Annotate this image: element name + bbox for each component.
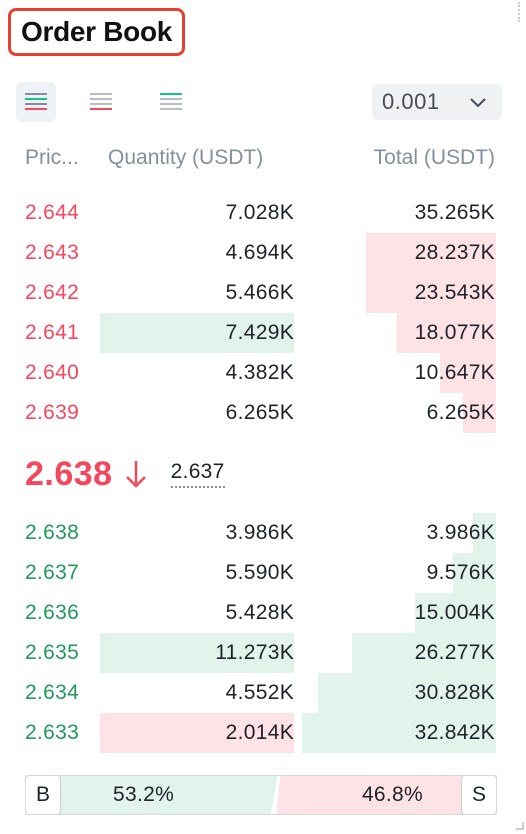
row-quantity: 3.986K bbox=[225, 521, 294, 544]
row-total: 9.576K bbox=[426, 561, 495, 584]
row-quantity: 2.014K bbox=[225, 721, 294, 744]
buy-sell-ratio-bar: B 53.2% 46.8% S bbox=[25, 775, 497, 815]
bid-row[interactable]: 2.636 5.428K 15.004K bbox=[0, 593, 526, 633]
buy-percentage: 53.2% bbox=[113, 783, 175, 806]
mid-price-row: 2.638 2.637 bbox=[25, 452, 225, 496]
depth-bar bbox=[415, 593, 496, 633]
depth-bar bbox=[302, 713, 496, 753]
resize-handle[interactable] bbox=[516, 822, 524, 830]
page-title: Order Book bbox=[21, 16, 173, 47]
row-price: 2.641 bbox=[25, 321, 80, 344]
mark-price[interactable]: 2.637 bbox=[170, 460, 225, 488]
bid-row[interactable]: 2.637 5.590K 9.576K bbox=[0, 553, 526, 593]
row-total: 28.237K bbox=[414, 241, 495, 264]
row-price: 2.644 bbox=[25, 201, 80, 224]
buy-ratio-fill bbox=[25, 775, 278, 815]
both-sides-view-icon bbox=[25, 93, 47, 110]
arrow-down-icon bbox=[125, 461, 146, 488]
row-quantity: 4.694K bbox=[225, 241, 294, 264]
precision-value: 0.001 bbox=[382, 89, 440, 114]
row-total: 30.828K bbox=[414, 681, 495, 704]
row-price: 2.640 bbox=[25, 361, 80, 384]
row-price: 2.643 bbox=[25, 241, 80, 264]
row-total: 6.265K bbox=[426, 401, 495, 424]
asks-only-view-icon bbox=[90, 93, 112, 110]
depth-bar bbox=[352, 633, 496, 673]
row-total: 23.543K bbox=[414, 281, 495, 304]
row-quantity: 5.590K bbox=[225, 561, 294, 584]
row-price: 2.633 bbox=[25, 721, 80, 744]
row-total: 3.986K bbox=[426, 521, 495, 544]
depth-bar bbox=[366, 273, 496, 313]
scrollbar-indicator[interactable] bbox=[518, 2, 520, 22]
row-quantity: 7.429K bbox=[225, 321, 294, 344]
column-header-price[interactable]: Pric... bbox=[25, 146, 79, 169]
row-quantity: 7.028K bbox=[225, 201, 294, 224]
ask-row[interactable]: 2.641 7.429K 18.077K bbox=[0, 313, 526, 353]
depth-bar bbox=[473, 513, 496, 553]
quantity-highlight bbox=[100, 713, 294, 753]
row-quantity: 5.466K bbox=[225, 281, 294, 304]
row-total: 15.004K bbox=[414, 601, 495, 624]
view-bids-button[interactable] bbox=[151, 82, 191, 122]
depth-bar bbox=[453, 553, 496, 593]
row-price: 2.635 bbox=[25, 641, 80, 664]
row-price: 2.637 bbox=[25, 561, 80, 584]
bid-row[interactable]: 2.634 4.552K 30.828K bbox=[0, 673, 526, 713]
depth-bar bbox=[366, 233, 496, 273]
bid-row[interactable]: 2.633 2.014K 32.842K bbox=[0, 713, 526, 753]
buy-badge: B bbox=[25, 775, 61, 815]
row-total: 35.265K bbox=[414, 201, 495, 224]
last-price: 2.638 bbox=[25, 454, 113, 493]
row-price: 2.634 bbox=[25, 681, 80, 704]
bid-row[interactable]: 2.638 3.986K 3.986K bbox=[0, 513, 526, 553]
row-price: 2.642 bbox=[25, 281, 80, 304]
ask-row[interactable]: 2.643 4.694K 28.237K bbox=[0, 233, 526, 273]
title-highlight-box: Order Book bbox=[8, 8, 186, 56]
bid-row[interactable]: 2.635 11.273K 26.277K bbox=[0, 633, 526, 673]
row-total: 18.077K bbox=[414, 321, 495, 344]
row-quantity: 5.428K bbox=[225, 601, 294, 624]
row-price: 2.636 bbox=[25, 601, 80, 624]
sell-percentage: 46.8% bbox=[361, 783, 423, 806]
row-price: 2.639 bbox=[25, 401, 80, 424]
depth-bar bbox=[318, 673, 496, 713]
row-quantity: 11.273K bbox=[215, 641, 294, 664]
ask-row[interactable]: 2.640 4.382K 10.647K bbox=[0, 353, 526, 393]
quantity-highlight bbox=[100, 313, 294, 353]
depth-bar bbox=[397, 313, 496, 353]
quantity-highlight bbox=[100, 633, 294, 673]
row-quantity: 4.382K bbox=[225, 361, 294, 384]
row-total: 32.842K bbox=[414, 721, 495, 744]
row-total: 26.277K bbox=[414, 641, 495, 664]
depth-bar bbox=[440, 353, 496, 393]
ask-row[interactable]: 2.644 7.028K 35.265K bbox=[0, 193, 526, 233]
sell-ratio-fill bbox=[276, 775, 497, 815]
view-asks-button[interactable] bbox=[81, 82, 121, 122]
row-quantity: 4.552K bbox=[225, 681, 294, 704]
chevron-down-icon bbox=[470, 98, 486, 108]
column-header-quantity[interactable]: Quantity (USDT) bbox=[108, 146, 264, 169]
sell-badge: S bbox=[461, 775, 497, 815]
depth-bar bbox=[463, 393, 496, 433]
precision-select[interactable]: 0.001 bbox=[372, 84, 502, 120]
ask-row[interactable]: 2.642 5.466K 23.543K bbox=[0, 273, 526, 313]
row-total: 10.647K bbox=[414, 361, 495, 384]
column-header-total[interactable]: Total (USDT) bbox=[373, 146, 495, 169]
row-quantity: 6.265K bbox=[225, 401, 294, 424]
view-both-button[interactable] bbox=[16, 82, 56, 122]
row-price: 2.638 bbox=[25, 521, 80, 544]
ask-row[interactable]: 2.639 6.265K 6.265K bbox=[0, 393, 526, 433]
bids-only-view-icon bbox=[160, 93, 182, 110]
